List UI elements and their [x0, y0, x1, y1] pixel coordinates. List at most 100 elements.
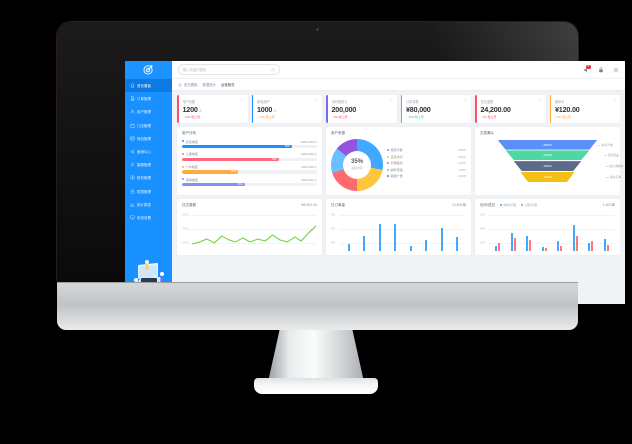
lock-icon: [130, 189, 135, 194]
funnel-segment: [497, 139, 598, 150]
progress-label: 深圳地区: [185, 177, 198, 182]
stat-card[interactable]: 访问量统计 200,000 ↑ 8% 较上周: [326, 95, 397, 123]
sidebar-item-home[interactable]: 首页看板: [125, 79, 172, 93]
legend-item[interactable]: 搜索引擎 18000: [387, 148, 466, 152]
legend-dot: [499, 203, 502, 206]
y-tick: 6000: [480, 213, 486, 217]
lock-icon: [598, 66, 603, 72]
card-subtext: ↑ 5% 较上周: [555, 115, 571, 120]
screen-content: 首页看板 订单管理 用户管理 门店管理: [125, 61, 625, 304]
info-icon[interactable]: [612, 99, 616, 103]
legend-item[interactable]: 邮件营销 11000: [387, 168, 466, 172]
sidebar-item-shops[interactable]: 门店管理: [125, 119, 172, 132]
screen-glare: [348, 22, 578, 62]
funnel-side-label: 访问人数: [597, 142, 613, 147]
notification-button[interactable]: 6: [582, 65, 591, 73]
progress-label: 广州地区: [185, 165, 198, 170]
account-lock-button[interactable]: [597, 66, 604, 73]
notification-icon: [583, 67, 587, 72]
sidebar-item-reports[interactable]: 统计报表: [125, 198, 172, 211]
funnel-row[interactable]: 20000 浏览商品: [505, 150, 619, 161]
bar-group: [572, 224, 578, 251]
panel-title: 用户分布: [182, 130, 196, 135]
stat-card[interactable]: 成交金额 24,200.00 ↓ 3% 较上周: [475, 95, 546, 123]
info-icon[interactable]: [463, 99, 467, 103]
sidebar-item-orders[interactable]: 订单管理: [125, 92, 172, 105]
legend-dot: [182, 152, 184, 155]
funnel-row[interactable]: 10000 提交订单: [520, 171, 621, 182]
stat-card[interactable]: 客单价 ¥120.00 ↑ 5% 较上周: [549, 95, 620, 123]
legend-label: 直接访问: [390, 154, 403, 159]
funnel-row[interactable]: 15000 加入购物车: [513, 161, 624, 172]
user-distribution-panel: 用户分布 北京地区 800/1000人 80% 上海地区 600/: [177, 126, 322, 195]
webcam-icon: [316, 28, 319, 31]
sidebar-item-service[interactable]: 客服管理: [125, 158, 172, 171]
breadcrumb-item-2: 运营概览: [220, 83, 235, 87]
card-unit: 人: [198, 108, 202, 113]
bar: [378, 223, 381, 251]
info-icon[interactable]: [240, 99, 244, 103]
legend-dot: [387, 168, 389, 171]
y-tick: 2000: [480, 241, 486, 245]
card-accent-stripe: [400, 95, 403, 123]
visits-vs-orders-panel: 访问/成交 本周访问量 上周访问量 1,900单 6000 4000 2000: [475, 198, 620, 255]
legend-item[interactable]: 本周访问量: [499, 203, 517, 207]
info-icon[interactable]: [538, 99, 542, 103]
sidebar-item-label: 统计报表: [137, 202, 151, 207]
bar: [409, 245, 412, 251]
app-logo[interactable]: [125, 61, 172, 78]
sidebar-item-marketing[interactable]: 营销中心: [125, 145, 172, 158]
sidebar-item-users[interactable]: 用户管理: [125, 105, 172, 118]
info-icon[interactable]: [389, 99, 393, 103]
stat-card[interactable]: 新增用户 1000人 ↑ 10% 较上周: [251, 95, 322, 123]
line-chart[interactable]: 30000 20000 10000: [182, 211, 317, 251]
breadcrumb-item-1[interactable]: 数据统计: [202, 83, 217, 87]
sidebar-item-label: 权限管理: [137, 189, 151, 194]
progress-fill: 70%: [182, 157, 279, 161]
stat-card[interactable]: 订单总额 ¥80,000 ↑ 15% 较上周: [400, 95, 471, 123]
legend-label: 本周访问量: [503, 203, 517, 207]
legend-item[interactable]: 上周访问量: [521, 203, 537, 207]
sidebar-item-label: 系统设置: [137, 215, 151, 220]
bar-group: [495, 242, 501, 251]
bar-group: [603, 238, 609, 251]
bar: [363, 235, 366, 251]
sidebar-item-finance[interactable]: 财务管理: [125, 171, 172, 184]
search-input[interactable]: 输入关键词搜索: [183, 68, 207, 72]
search-box[interactable]: 输入关键词搜索: [178, 64, 280, 75]
panel-title: 日交易额 ¥8,900.00: [182, 203, 317, 208]
donut-chart[interactable]: 35% 直接访问: [331, 138, 383, 191]
settings-button[interactable]: [612, 66, 619, 73]
y-tick: 600: [331, 227, 336, 231]
target-logo-icon: [143, 65, 153, 75]
funnel-chart[interactable]: 25000 访问人数 20000 浏览商品: [480, 139, 624, 182]
info-icon[interactable]: [314, 99, 318, 103]
funnel-row[interactable]: 25000 访问人数: [497, 139, 613, 150]
panel-title-text: 日交易额: [182, 202, 196, 207]
card-accent-stripe: [475, 95, 477, 123]
card-accent-stripe: [549, 95, 552, 123]
grouped-bar-chart[interactable]: 6000 4000 2000: [480, 211, 615, 251]
sidebar-item-goods[interactable]: 商品管理: [125, 132, 172, 145]
user-icon: [130, 110, 135, 114]
sidebar-item-permissions[interactable]: 权限管理: [125, 185, 172, 198]
card-accent-stripe: [177, 95, 179, 123]
progress-track: 80%: [182, 144, 317, 149]
legend-item[interactable]: 联盟广告 10000: [387, 174, 466, 178]
card-value: 1200人: [182, 104, 203, 114]
progress-label: 北京地区: [185, 139, 198, 144]
legend-dot: [182, 178, 184, 181]
bar-chart[interactable]: 900 600 300: [331, 211, 466, 251]
legend-dot: [387, 149, 389, 152]
legend-item[interactable]: 外部链接 14000: [387, 161, 466, 165]
panel-title: 日订单量 10,900单: [331, 203, 466, 208]
search-icon[interactable]: [271, 67, 275, 72]
sidebar-menu: 首页看板 订单管理 用户管理 门店管理: [125, 78, 172, 253]
breadcrumb-item-0[interactable]: 首页看板: [184, 83, 198, 87]
stat-card[interactable]: 用户总数 1200人 ↑ 12% 较上周: [177, 95, 248, 123]
progress-value: 600/1000人: [301, 152, 317, 157]
progress-value: 400/1000人: [301, 165, 317, 170]
legend-item[interactable]: 直接访问 16000: [387, 155, 466, 159]
funnel-segment: [520, 171, 575, 182]
sidebar-item-settings[interactable]: 系统设置: [125, 211, 172, 224]
